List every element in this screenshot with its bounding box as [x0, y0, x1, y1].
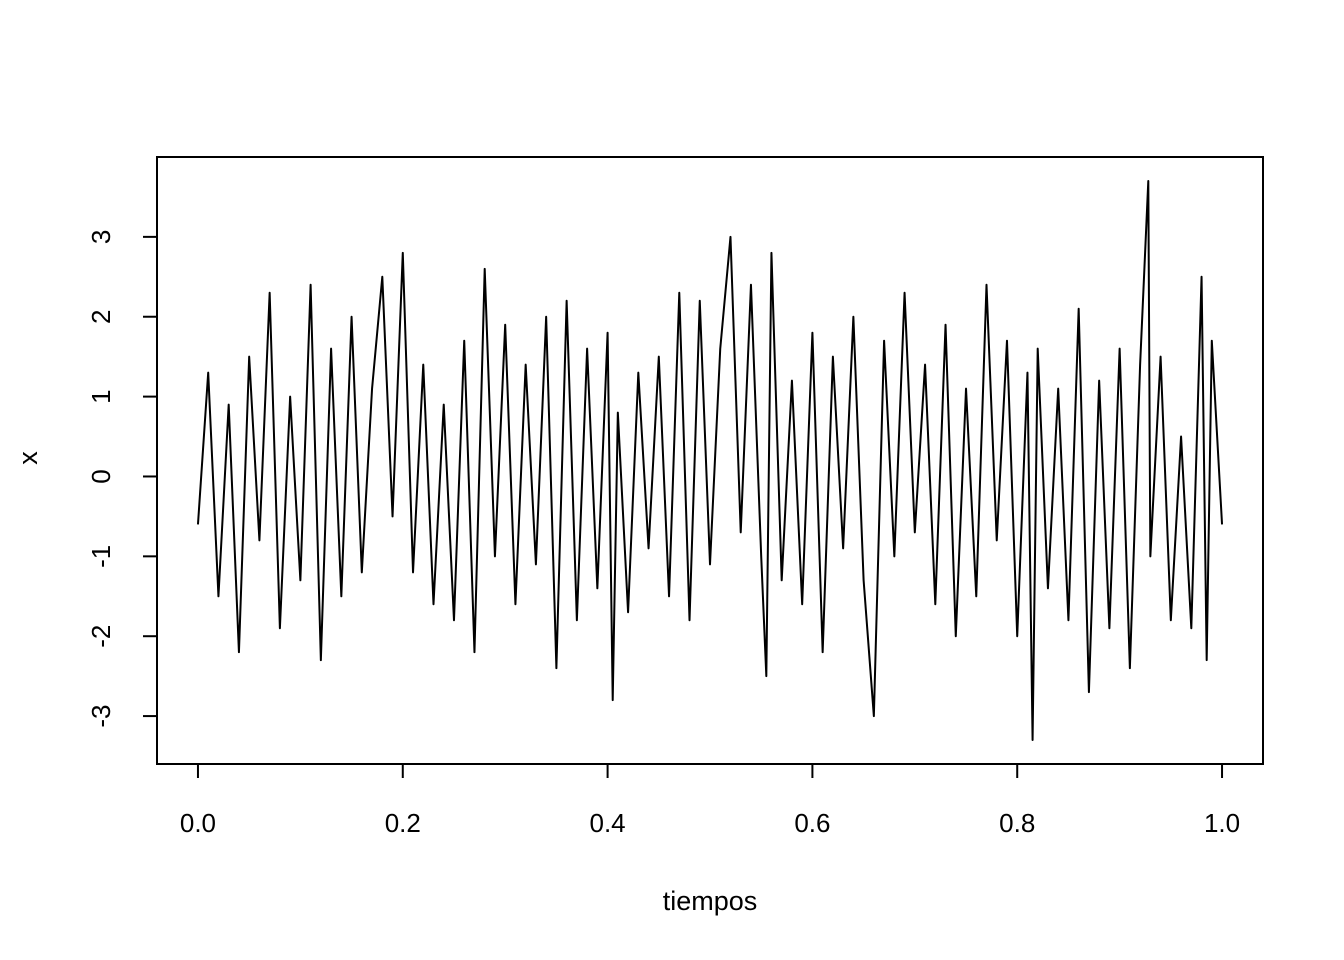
x-axis: 0.0 0.2 0.4 0.6 0.8 1.0 [180, 763, 1240, 838]
series-line-0 [196, 179, 1224, 742]
x-tick-label: 0.6 [794, 808, 830, 838]
y-tick-label: 3 [86, 230, 116, 244]
y-axis: -3 -2 -1 0 1 2 3 [86, 230, 158, 728]
y-tick-label: 2 [86, 310, 116, 324]
x-tick-label: 1.0 [1204, 808, 1240, 838]
y-tick-label: 0 [86, 469, 116, 483]
y-axis-title: x [13, 451, 43, 465]
x-tick-label: 0.0 [180, 808, 216, 838]
series-layer [196, 179, 1224, 742]
x-tick-label: 0.2 [385, 808, 421, 838]
y-tick-label: 1 [86, 389, 116, 403]
y-tick-label: -1 [86, 545, 116, 568]
x-tick-label: 0.8 [999, 808, 1035, 838]
y-tick-label: -3 [86, 705, 116, 728]
x-axis-title: tiempos [663, 886, 758, 916]
x-tick-label: 0.4 [590, 808, 626, 838]
y-tick-label: -2 [86, 625, 116, 648]
